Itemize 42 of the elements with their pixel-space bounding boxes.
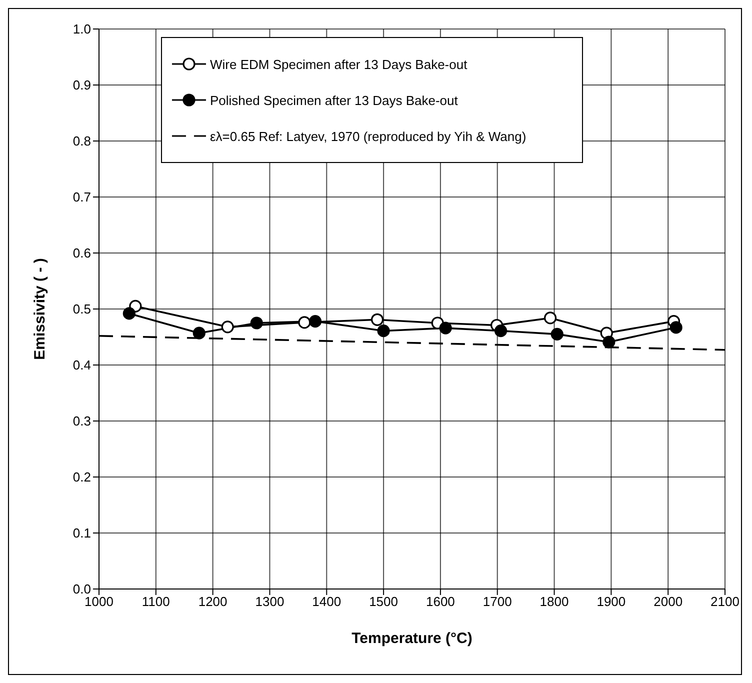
y-tick-label: 0.4 <box>72 358 91 373</box>
x-tick-label: 1400 <box>312 594 342 610</box>
point <box>377 324 390 338</box>
point <box>298 316 311 329</box>
y-tick-label: 0.5 <box>72 302 91 317</box>
point <box>544 312 557 324</box>
y-tick-label: 0.8 <box>72 134 91 149</box>
x-tick-label: 1700 <box>482 594 512 610</box>
point <box>308 315 322 328</box>
x-tick-label: 1300 <box>255 594 284 610</box>
y-axis-title: Emissivity ( - ) <box>31 258 48 360</box>
x-tick-label: 1500 <box>369 594 398 610</box>
x-tick-label: 2100 <box>710 594 740 610</box>
x-tick-label: 1800 <box>540 594 569 610</box>
legend-label: Polished Specimen after 13 Days Bake-out <box>210 92 458 108</box>
y-tick-label: 0.7 <box>72 190 91 205</box>
x-tick-label: 1200 <box>198 594 228 610</box>
point <box>192 326 206 340</box>
y-tick-label: 0.6 <box>72 246 91 261</box>
point <box>439 322 452 334</box>
x-tick-label: 2000 <box>654 594 683 610</box>
y-tick-label: 1.0 <box>72 22 91 37</box>
point <box>221 320 234 334</box>
point <box>494 324 508 338</box>
y-tick-label: 0.0 <box>72 582 91 597</box>
point <box>122 307 136 320</box>
x-tick-label: 1900 <box>596 594 626 610</box>
y-tick-label: 0.2 <box>72 470 91 485</box>
x-tick-label: 1100 <box>142 594 170 610</box>
y-tick-label: 0.1 <box>72 526 91 541</box>
y-tick-label: 0.9 <box>72 78 91 93</box>
point <box>602 336 616 348</box>
point <box>370 313 384 326</box>
legend-label: Wire EDM Specimen after 13 Days Bake-out <box>210 56 468 72</box>
point <box>250 316 263 330</box>
point <box>550 328 564 340</box>
x-tick-label: 1600 <box>426 594 455 610</box>
x-axis-title: Temperature (°C) <box>352 630 472 647</box>
x-tick-label: 1000 <box>84 594 114 610</box>
legend-label: ελ=0.65 Ref: Latyev, 1970 (reproduced by Yih & Wang) <box>210 128 526 144</box>
point <box>670 321 682 334</box>
y-tick-label: 0.3 <box>72 414 91 429</box>
